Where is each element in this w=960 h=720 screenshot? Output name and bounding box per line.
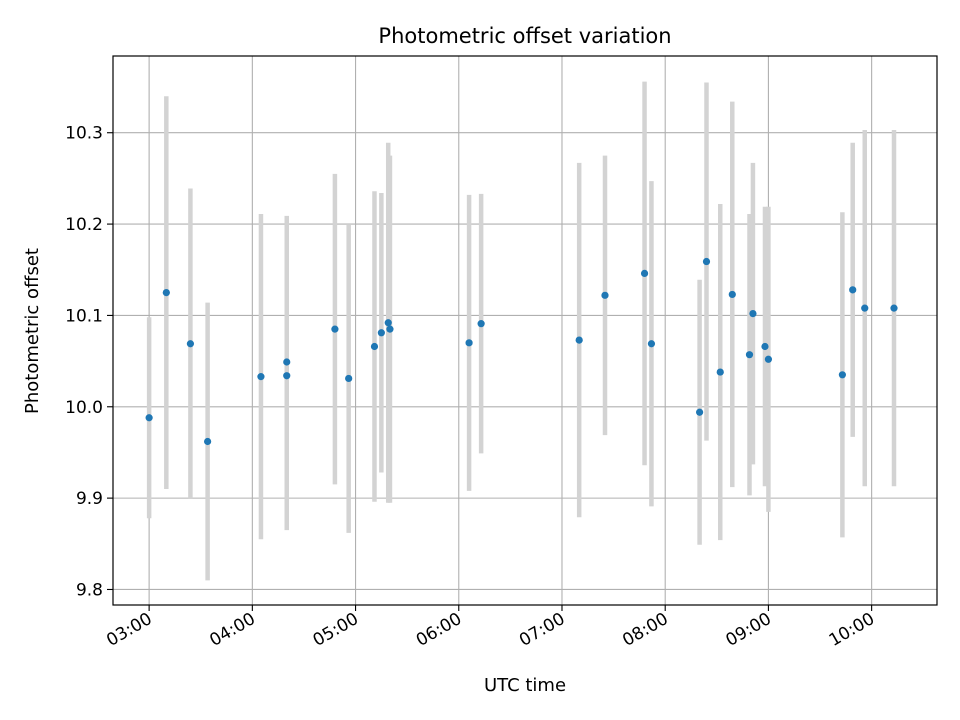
data-point [204,437,212,446]
data-point [761,342,769,351]
chart-title: Photometric offset variation [378,24,671,48]
data-point [749,310,757,318]
y-tick-label: 10.0 [65,398,103,418]
data-point [283,358,291,366]
data-point [331,325,339,333]
data-point [601,291,609,299]
data-point [257,373,265,381]
data-point [162,288,170,297]
data-point [640,269,649,278]
data-point [647,340,656,348]
data-point [728,290,736,299]
data-point [716,368,724,376]
data-point [890,304,898,312]
y-axis-ticks: 9.8 9.9 10.0 10.1 10.2 10.3 [65,124,113,600]
data-point [575,336,583,344]
data-point [465,339,473,347]
data-point [377,329,385,337]
data-point [696,408,704,416]
data-point [145,414,153,422]
data-point [386,325,394,333]
data-point [384,319,392,327]
data-point [849,286,857,294]
y-tick-label: 10.3 [65,124,103,144]
x-axis-title: UTC time [484,675,566,696]
data-point [345,374,353,383]
grid [113,56,937,605]
y-tick-label: 10.1 [65,306,103,326]
data-point [745,351,754,359]
data-point [186,340,195,348]
data-point [702,257,711,266]
y-tick-label: 10.2 [65,215,103,235]
y-axis-title: Photometric offset [22,248,43,414]
data-points [145,257,898,446]
y-tick-label: 9.9 [76,489,103,509]
plot-frame [112,55,938,606]
data-point [764,355,773,363]
data-point [477,320,485,328]
data-point [283,372,291,380]
data-point [838,371,846,379]
data-point [861,304,869,312]
y-tick-label: 9.8 [76,580,103,600]
data-point [370,342,379,351]
